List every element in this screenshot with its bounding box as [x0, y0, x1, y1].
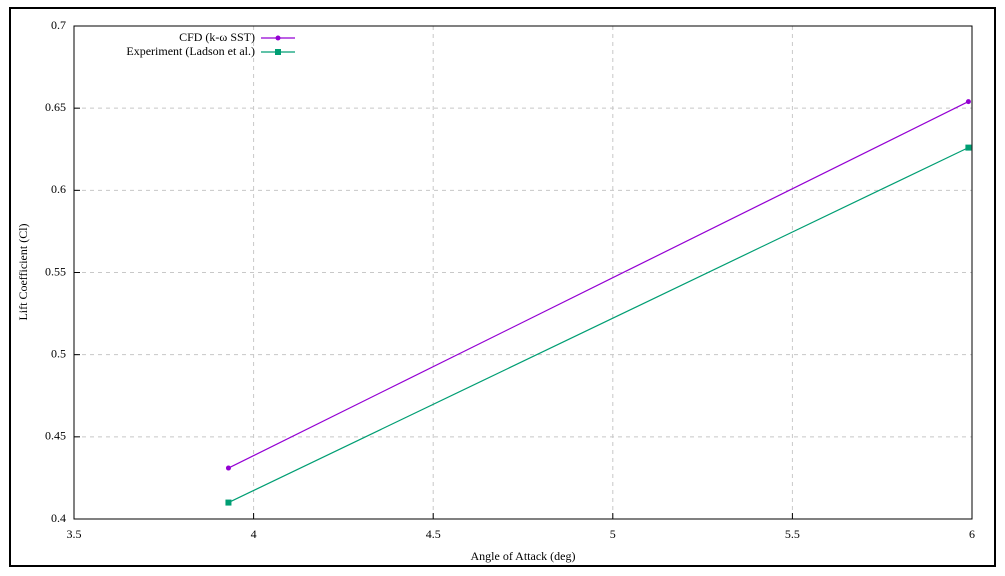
x-tick-label: 5: [610, 527, 616, 541]
x-tick-label: 3.5: [67, 527, 82, 541]
y-tick-label: 0.65: [45, 100, 66, 114]
frame: [9, 7, 996, 567]
point: [965, 99, 971, 105]
point: [225, 465, 231, 471]
legend-label: Experiment (Ladson et al.): [126, 44, 255, 58]
series-line: [228, 101, 969, 469]
y-tick-label: 0.4: [51, 511, 66, 525]
y-tick-label: 0.5: [51, 346, 66, 360]
series-line: [228, 147, 969, 504]
y-tick-label: 0.7: [51, 18, 66, 32]
legend-marker: [275, 49, 281, 55]
x-axis-label: Angle of Attack (deg): [471, 549, 576, 563]
y-tick-label: 0.6: [51, 182, 66, 196]
y-tick-label: 0.45: [45, 429, 66, 443]
point: [965, 144, 972, 151]
legend-marker: [275, 35, 281, 41]
x-tick-label: 4.5: [426, 527, 441, 541]
point: [225, 499, 232, 506]
y-axis-label: Lift Coefficient (Cl): [16, 223, 30, 320]
y-tick-label: 0.55: [45, 264, 66, 278]
legend-label: CFD (k-ω SST): [179, 30, 255, 44]
plot-border: [73, 25, 973, 520]
x-tick-label: 5.5: [785, 527, 800, 541]
x-tick-label: 4: [251, 527, 257, 541]
x-tick-label: 6: [969, 527, 975, 541]
